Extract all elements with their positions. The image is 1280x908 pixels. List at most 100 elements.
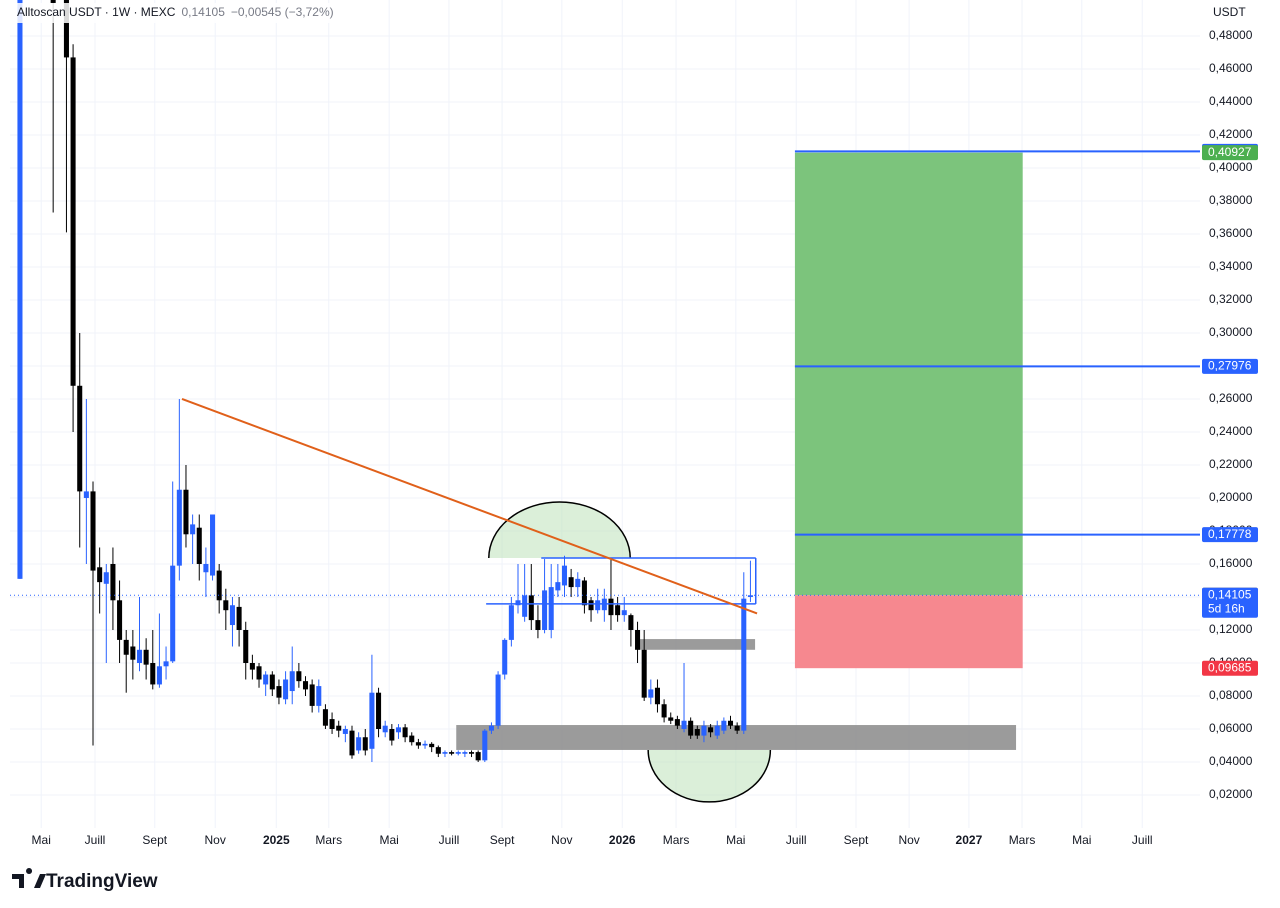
y-tick-label: 0,46000	[1209, 61, 1253, 75]
price-label-bg	[1202, 587, 1258, 618]
candle-body	[83, 491, 89, 498]
logo-icon	[12, 868, 46, 888]
candle-body	[402, 727, 408, 738]
y-tick-label: 0,02000	[1209, 787, 1253, 801]
candle-body	[747, 595, 753, 597]
x-tick-label: 2026	[609, 833, 636, 847]
x-tick-label: Mai	[726, 833, 745, 847]
header-bg	[14, 3, 334, 23]
candle-body	[356, 737, 362, 751]
candle-body	[296, 671, 302, 682]
candle-body	[130, 646, 136, 660]
candle-body	[216, 570, 222, 601]
candle-body	[674, 719, 680, 726]
x-tick-label: Nov	[205, 833, 226, 847]
candle-body	[302, 681, 309, 690]
candle-body	[488, 725, 494, 731]
candle-body	[575, 578, 581, 588]
price-label: 0,17778	[1208, 527, 1252, 541]
candle-body	[229, 605, 235, 626]
y-tick-label: 0,44000	[1209, 94, 1253, 108]
candle-body	[283, 679, 289, 700]
candle-body	[349, 730, 355, 756]
candle-body	[309, 684, 315, 706]
candle-body	[555, 582, 561, 591]
candle-body	[635, 629, 641, 650]
candle-body	[508, 605, 514, 640]
y-tick-label: 0,20000	[1209, 490, 1253, 504]
candle-body	[395, 727, 401, 733]
candle-body	[382, 725, 388, 733]
candle-body	[70, 57, 76, 386]
candle-body	[136, 649, 143, 663]
price-label: 0,40927	[1208, 145, 1252, 159]
candle-body	[734, 725, 740, 731]
candle-body	[77, 385, 83, 492]
x-tick-label: Sept	[844, 833, 869, 847]
candle-body	[435, 747, 441, 754]
y-tick-label: 0,26000	[1209, 391, 1253, 405]
arc	[647, 749, 772, 803]
candle-body	[415, 742, 421, 746]
price-label: 0,14105	[1208, 587, 1252, 601]
candle-body	[409, 735, 415, 743]
candle-body	[17, 0, 23, 579]
candle-body	[236, 606, 242, 630]
candle-body	[548, 587, 554, 630]
candle-body	[263, 674, 269, 685]
candle-body	[535, 620, 541, 630]
candle-body	[641, 649, 647, 698]
y-tick-label: 0,48000	[1209, 28, 1253, 42]
candle-body	[608, 598, 614, 616]
x-tick-label: Mai	[1072, 833, 1091, 847]
y-tick-label: 0,30000	[1209, 325, 1253, 339]
candle-body	[190, 524, 196, 535]
position-profit	[794, 152, 1023, 596]
symbol-title: Alltoscan USDT · 1W · MEXC	[17, 5, 176, 19]
candle-body	[243, 629, 249, 663]
y-tick-label: 0,34000	[1209, 259, 1253, 273]
x-tick-label: 2027	[956, 833, 983, 847]
price-change: −0,00545 (−3,72%)	[231, 5, 334, 19]
candle-body	[150, 662, 156, 685]
candle-body	[701, 725, 707, 736]
candle-body	[276, 686, 282, 698]
x-tick-label: Juill	[786, 833, 807, 847]
candle-body	[422, 743, 428, 746]
candle-body	[502, 639, 508, 675]
plot-area	[10, 0, 1200, 828]
y-tick-label: 0,08000	[1209, 688, 1253, 702]
candle-body	[223, 600, 229, 611]
candle-body	[681, 720, 687, 729]
price-label-bg	[1202, 145, 1258, 161]
candle-body	[694, 728, 700, 736]
candle-body	[449, 752, 455, 754]
candle-body	[163, 661, 169, 667]
candle-body	[329, 719, 335, 729]
y-tick-label: 0,12000	[1209, 622, 1253, 636]
candle-body	[654, 687, 660, 705]
y-tick-label: 0,06000	[1209, 721, 1253, 735]
candle-body	[256, 666, 262, 680]
candle-body	[183, 489, 189, 535]
x-tick-label: Juill	[1132, 833, 1153, 847]
y-tick-label: 0,38000	[1209, 193, 1253, 207]
candle-body	[442, 752, 448, 754]
candle-body	[522, 595, 528, 617]
candle-body	[170, 565, 176, 662]
y-tick-label: 0,16000	[1209, 556, 1253, 570]
header: Alltoscan USDT · 1W · MEXC 0,14105 −0,0054…	[17, 5, 334, 19]
candle-body	[482, 730, 488, 761]
price-label: 0,27976	[1208, 359, 1252, 373]
candle-body	[362, 737, 368, 751]
candle-body	[63, 0, 69, 58]
y-tick-label: 0,40000	[1209, 160, 1253, 174]
candle-body	[615, 605, 621, 616]
candle-body	[156, 666, 162, 685]
price-label: 0,09685	[1208, 660, 1252, 674]
candle-body	[455, 752, 461, 754]
candle-body	[336, 725, 342, 731]
candle-body	[561, 565, 568, 586]
x-tick-label: Mai	[32, 833, 51, 847]
